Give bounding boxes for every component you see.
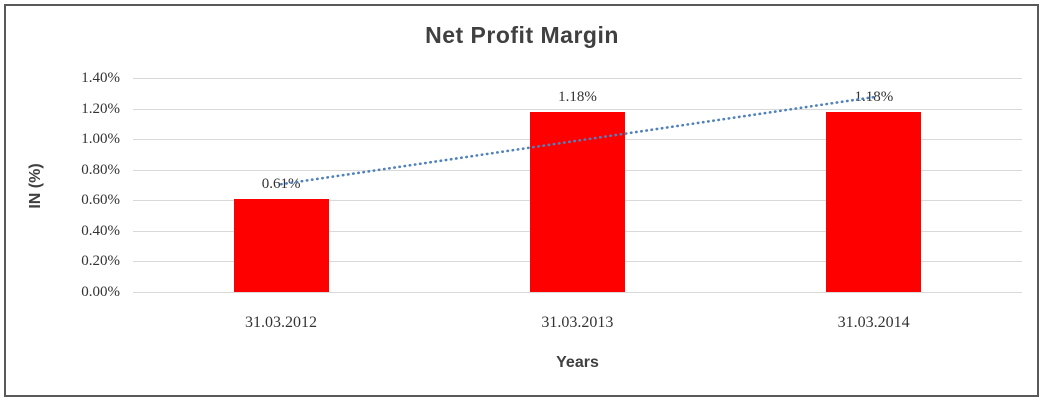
- x-axis-title: Years: [556, 354, 599, 371]
- bar-31.03.2012: [233, 198, 329, 292]
- gridline: [133, 108, 1022, 110]
- y-tick-label: 0.00%: [81, 284, 120, 300]
- bar-31.03.2013: [530, 111, 625, 292]
- x-tick-label: 31.03.2012: [245, 314, 317, 331]
- gridline: [133, 78, 1022, 79]
- y-tick-label: 1.40%: [81, 70, 120, 86]
- x-tick-label: 31.03.2014: [837, 314, 910, 331]
- chart-title: Net Profit Margin: [425, 22, 619, 48]
- data-label: 0.61%: [261, 175, 301, 192]
- y-tick-label: 0.80%: [81, 161, 120, 178]
- y-tick-label: 1.20%: [81, 100, 120, 117]
- y-tick-label: 1.00%: [81, 131, 120, 148]
- y-tick-label: 0.40%: [81, 222, 120, 239]
- data-label: 1.18%: [854, 88, 894, 105]
- x-tick-label: 31.03.2013: [541, 314, 614, 331]
- data-label: 1.18%: [558, 88, 597, 105]
- bar-31.03.2014: [826, 111, 922, 292]
- y-tick-label: 0.60%: [81, 192, 120, 209]
- gridline: [133, 292, 1022, 293]
- y-tick-label: 0.20%: [81, 253, 120, 270]
